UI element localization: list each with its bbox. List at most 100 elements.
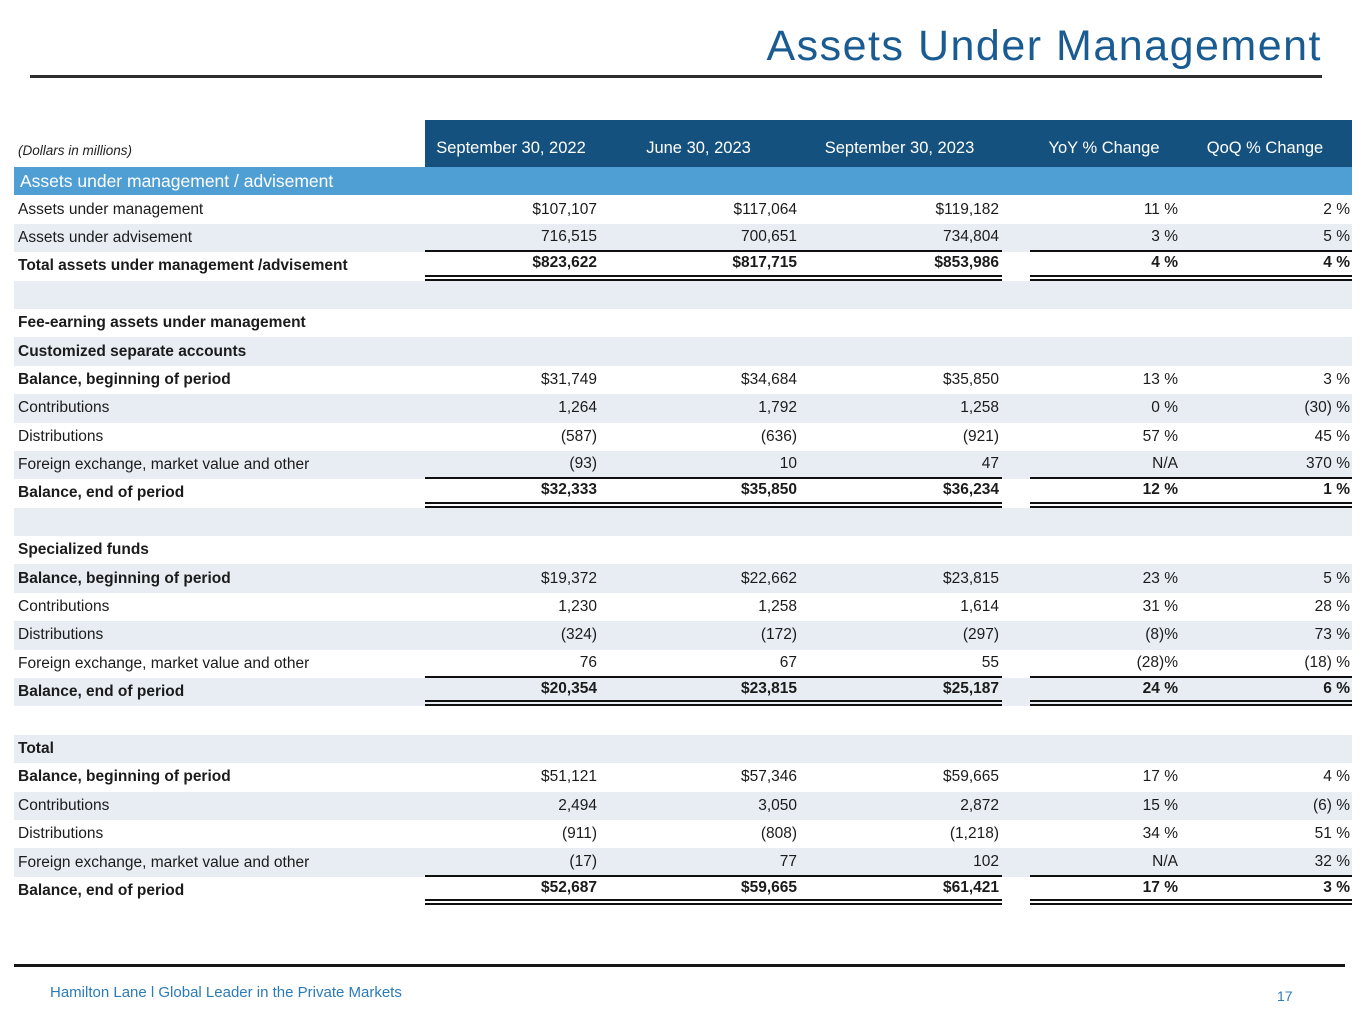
column-gap [1002,678,1030,706]
value-cell: 34 % [1142,825,1178,843]
value-cell: 1 % [1180,479,1352,508]
value-cell: (324) [560,626,597,644]
value-cell: $36,234 [800,479,1002,508]
column-gap [1002,848,1030,876]
data-row: Contributions 1,264 1,792 1,258 0 % (30) % [14,394,1352,423]
value-cell: 4 % [1323,768,1350,786]
title-divider [30,75,1322,78]
data-row: Balance, beginning of period $19,372 $22,6… [14,564,1352,593]
data-row: Assets under advisement 716,515 700,651 734… [14,223,1352,253]
value-cell: $119,182 [935,200,1000,218]
value-cell: 4 % [1030,252,1180,281]
footer-divider [14,964,1345,967]
value-cell: $35,850 [600,479,800,508]
row-label: Distributions [18,626,104,644]
row-label: Balance, beginning of period [18,569,231,587]
value-cell: 2,494 [558,796,597,814]
value-cell: 13 % [1142,370,1178,388]
section-label: Specialized funds [18,541,149,559]
data-row: Contributions 1,230 1,258 1,614 31 % 28 % [14,592,1352,622]
column-header: September 30, 2023 [800,120,1002,167]
column-header: September 30, 2022 [425,120,600,167]
value-cell: 1,792 [758,399,797,417]
value-cell: 55 [800,650,1002,679]
column-gap [1002,621,1030,649]
value-cell: 51 % [1314,825,1350,843]
data-row: Distributions (324) (172) (297) (8)% 73 % [14,621,1352,650]
section-label: Fee-earning assets under management [18,314,306,332]
column-gap [1002,792,1030,820]
value-cell: $59,665 [600,877,800,906]
value-cell: $817,715 [600,252,800,281]
value-cell: $23,815 [942,569,999,587]
value-cell: 3,050 [758,796,797,814]
value-cell: 2,872 [960,796,999,814]
spacer-cell [14,281,1352,309]
spacer-row [14,706,1352,735]
value-cell: $35,850 [942,370,999,388]
column-gap [1002,479,1030,507]
value-cell: (93) [425,451,600,480]
value-cell: 17 % [1142,768,1178,786]
column-gap [1002,394,1030,422]
value-cell: $61,421 [800,877,1002,906]
value-cell: 5 % [1180,224,1352,253]
value-cell: 3 % [1323,370,1350,388]
data-row: Balance, beginning of period $51,121 $57,3… [14,763,1352,792]
spacer-row [14,280,1352,309]
value-cell: 734,804 [800,224,1002,253]
value-cell: 1,258 [960,399,999,417]
value-cell: 10 [600,451,800,480]
section-label: Total [18,740,54,757]
value-cell: $25,187 [800,678,1002,707]
value-cell: (172) [760,626,797,644]
value-cell: (636) [760,427,797,445]
value-cell: $59,665 [942,768,999,786]
value-cell: 73 % [1314,626,1350,644]
table-header-row: (Dollars in millions) September 30, 2022 J… [14,120,1352,167]
value-cell: 32 % [1180,848,1352,877]
data-row: Contributions 2,494 3,050 2,872 15 % (6) % [14,791,1352,820]
value-cell: N/A [1030,451,1180,480]
value-cell: (6) % [1312,796,1350,814]
value-cell: $51,121 [540,768,597,786]
row-label: Assets under management [18,200,204,218]
value-cell: 57 % [1142,427,1178,445]
row-label: Contributions [18,399,110,417]
value-cell: 1,264 [558,399,597,417]
value-cell: N/A [1030,848,1180,877]
row-label: Foreign exchange, market value and other [18,853,310,871]
value-cell: 24 % [1030,678,1180,707]
value-cell: $107,107 [532,200,597,218]
column-gap [1002,366,1030,394]
value-cell: 28 % [1314,598,1350,616]
value-cell: $117,064 [733,200,798,218]
value-cell: 47 [800,451,1002,480]
value-cell: $853,986 [800,252,1002,281]
value-cell: $32,333 [425,479,600,508]
value-cell: 4 % [1180,252,1352,281]
row-label: Balance, end of period [18,881,185,899]
value-cell: 76 [425,650,600,679]
row-label: Total assets under management /advisemen… [18,257,348,275]
value-cell: $34,684 [740,370,797,388]
value-cell: 0 % [1151,399,1178,417]
value-cell: (297) [962,626,999,644]
value-cell: $22,662 [740,569,797,587]
value-cell: (911) [561,825,597,843]
value-cell: 3 % [1180,877,1352,906]
total-row: Balance, end of period $32,333 $35,850 $36,… [14,479,1352,508]
value-cell: 77 [600,848,800,877]
row-label: Distributions [18,825,104,843]
column-gap [1002,763,1030,791]
data-row: Foreign exchange, market value and other… [14,450,1352,480]
value-cell: 45 % [1314,427,1350,445]
column-gap [1002,650,1030,678]
value-cell: $823,622 [425,252,600,281]
section-row: Total [14,734,1352,764]
footer-brand: Hamilton Lane l Global Leader in the Pri… [50,984,402,1001]
column-gap [1002,593,1030,621]
value-cell: 5 % [1323,569,1350,587]
value-cell: $23,815 [600,678,800,707]
